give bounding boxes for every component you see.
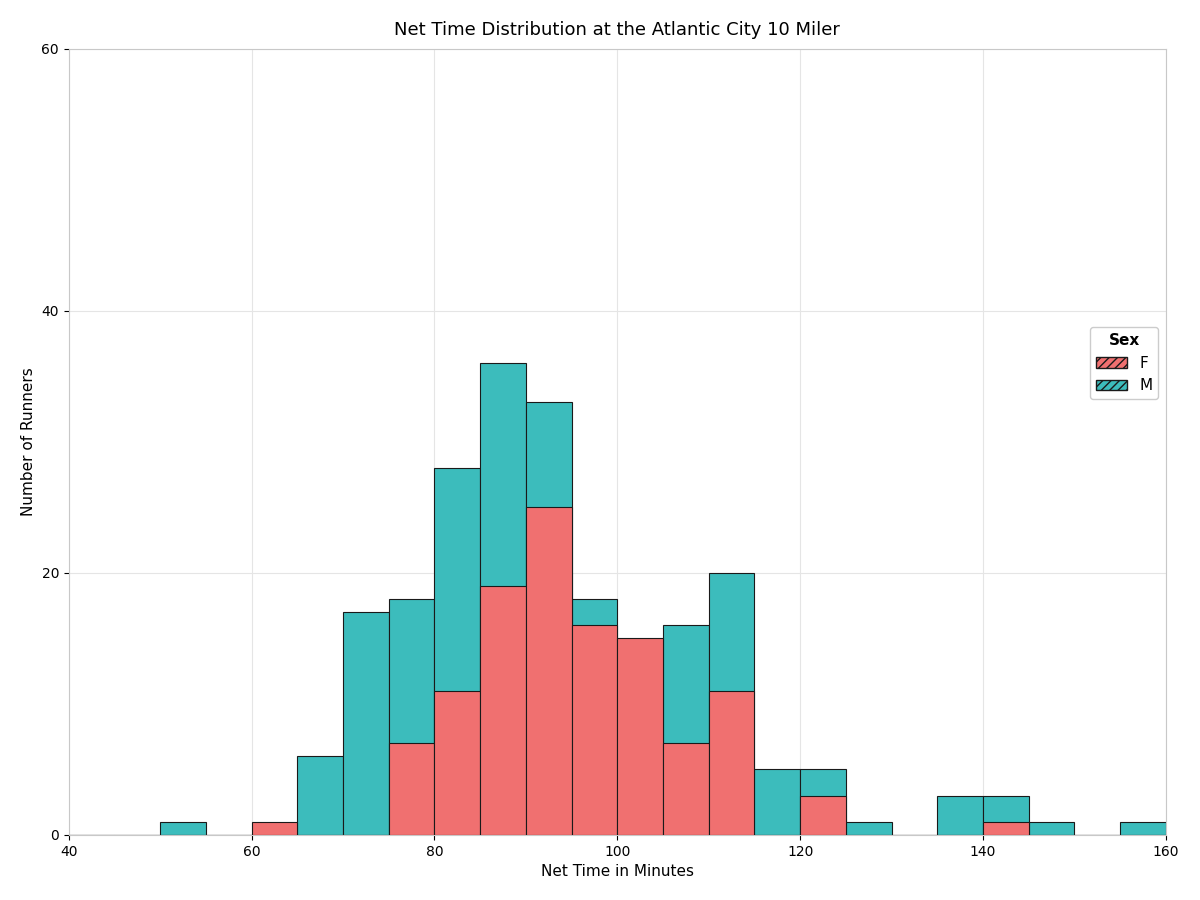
Bar: [434, 468, 480, 835]
Bar: [846, 822, 892, 835]
Bar: [983, 796, 1028, 835]
Bar: [571, 626, 617, 835]
Bar: [298, 756, 343, 835]
Y-axis label: Number of Runners: Number of Runners: [20, 367, 36, 517]
Bar: [389, 599, 434, 835]
Bar: [800, 770, 846, 835]
Bar: [664, 743, 709, 835]
Title: Net Time Distribution at the Atlantic City 10 Miler: Net Time Distribution at the Atlantic Ci…: [395, 21, 840, 39]
Bar: [434, 691, 480, 835]
X-axis label: Net Time in Minutes: Net Time in Minutes: [541, 864, 694, 879]
Bar: [526, 402, 571, 835]
Bar: [160, 822, 206, 835]
Bar: [937, 796, 983, 835]
Bar: [480, 586, 526, 835]
Bar: [480, 364, 526, 835]
Bar: [983, 822, 1028, 835]
Bar: [800, 796, 846, 835]
Bar: [343, 612, 389, 835]
Bar: [617, 717, 664, 835]
Bar: [1028, 822, 1074, 835]
Legend: F, M: F, M: [1090, 327, 1158, 400]
Bar: [571, 599, 617, 835]
Bar: [526, 508, 571, 835]
Bar: [709, 572, 755, 835]
Bar: [664, 626, 709, 835]
Bar: [389, 743, 434, 835]
Bar: [252, 822, 298, 835]
Bar: [1121, 822, 1166, 835]
Bar: [755, 770, 800, 835]
Bar: [617, 638, 664, 835]
Bar: [709, 691, 755, 835]
